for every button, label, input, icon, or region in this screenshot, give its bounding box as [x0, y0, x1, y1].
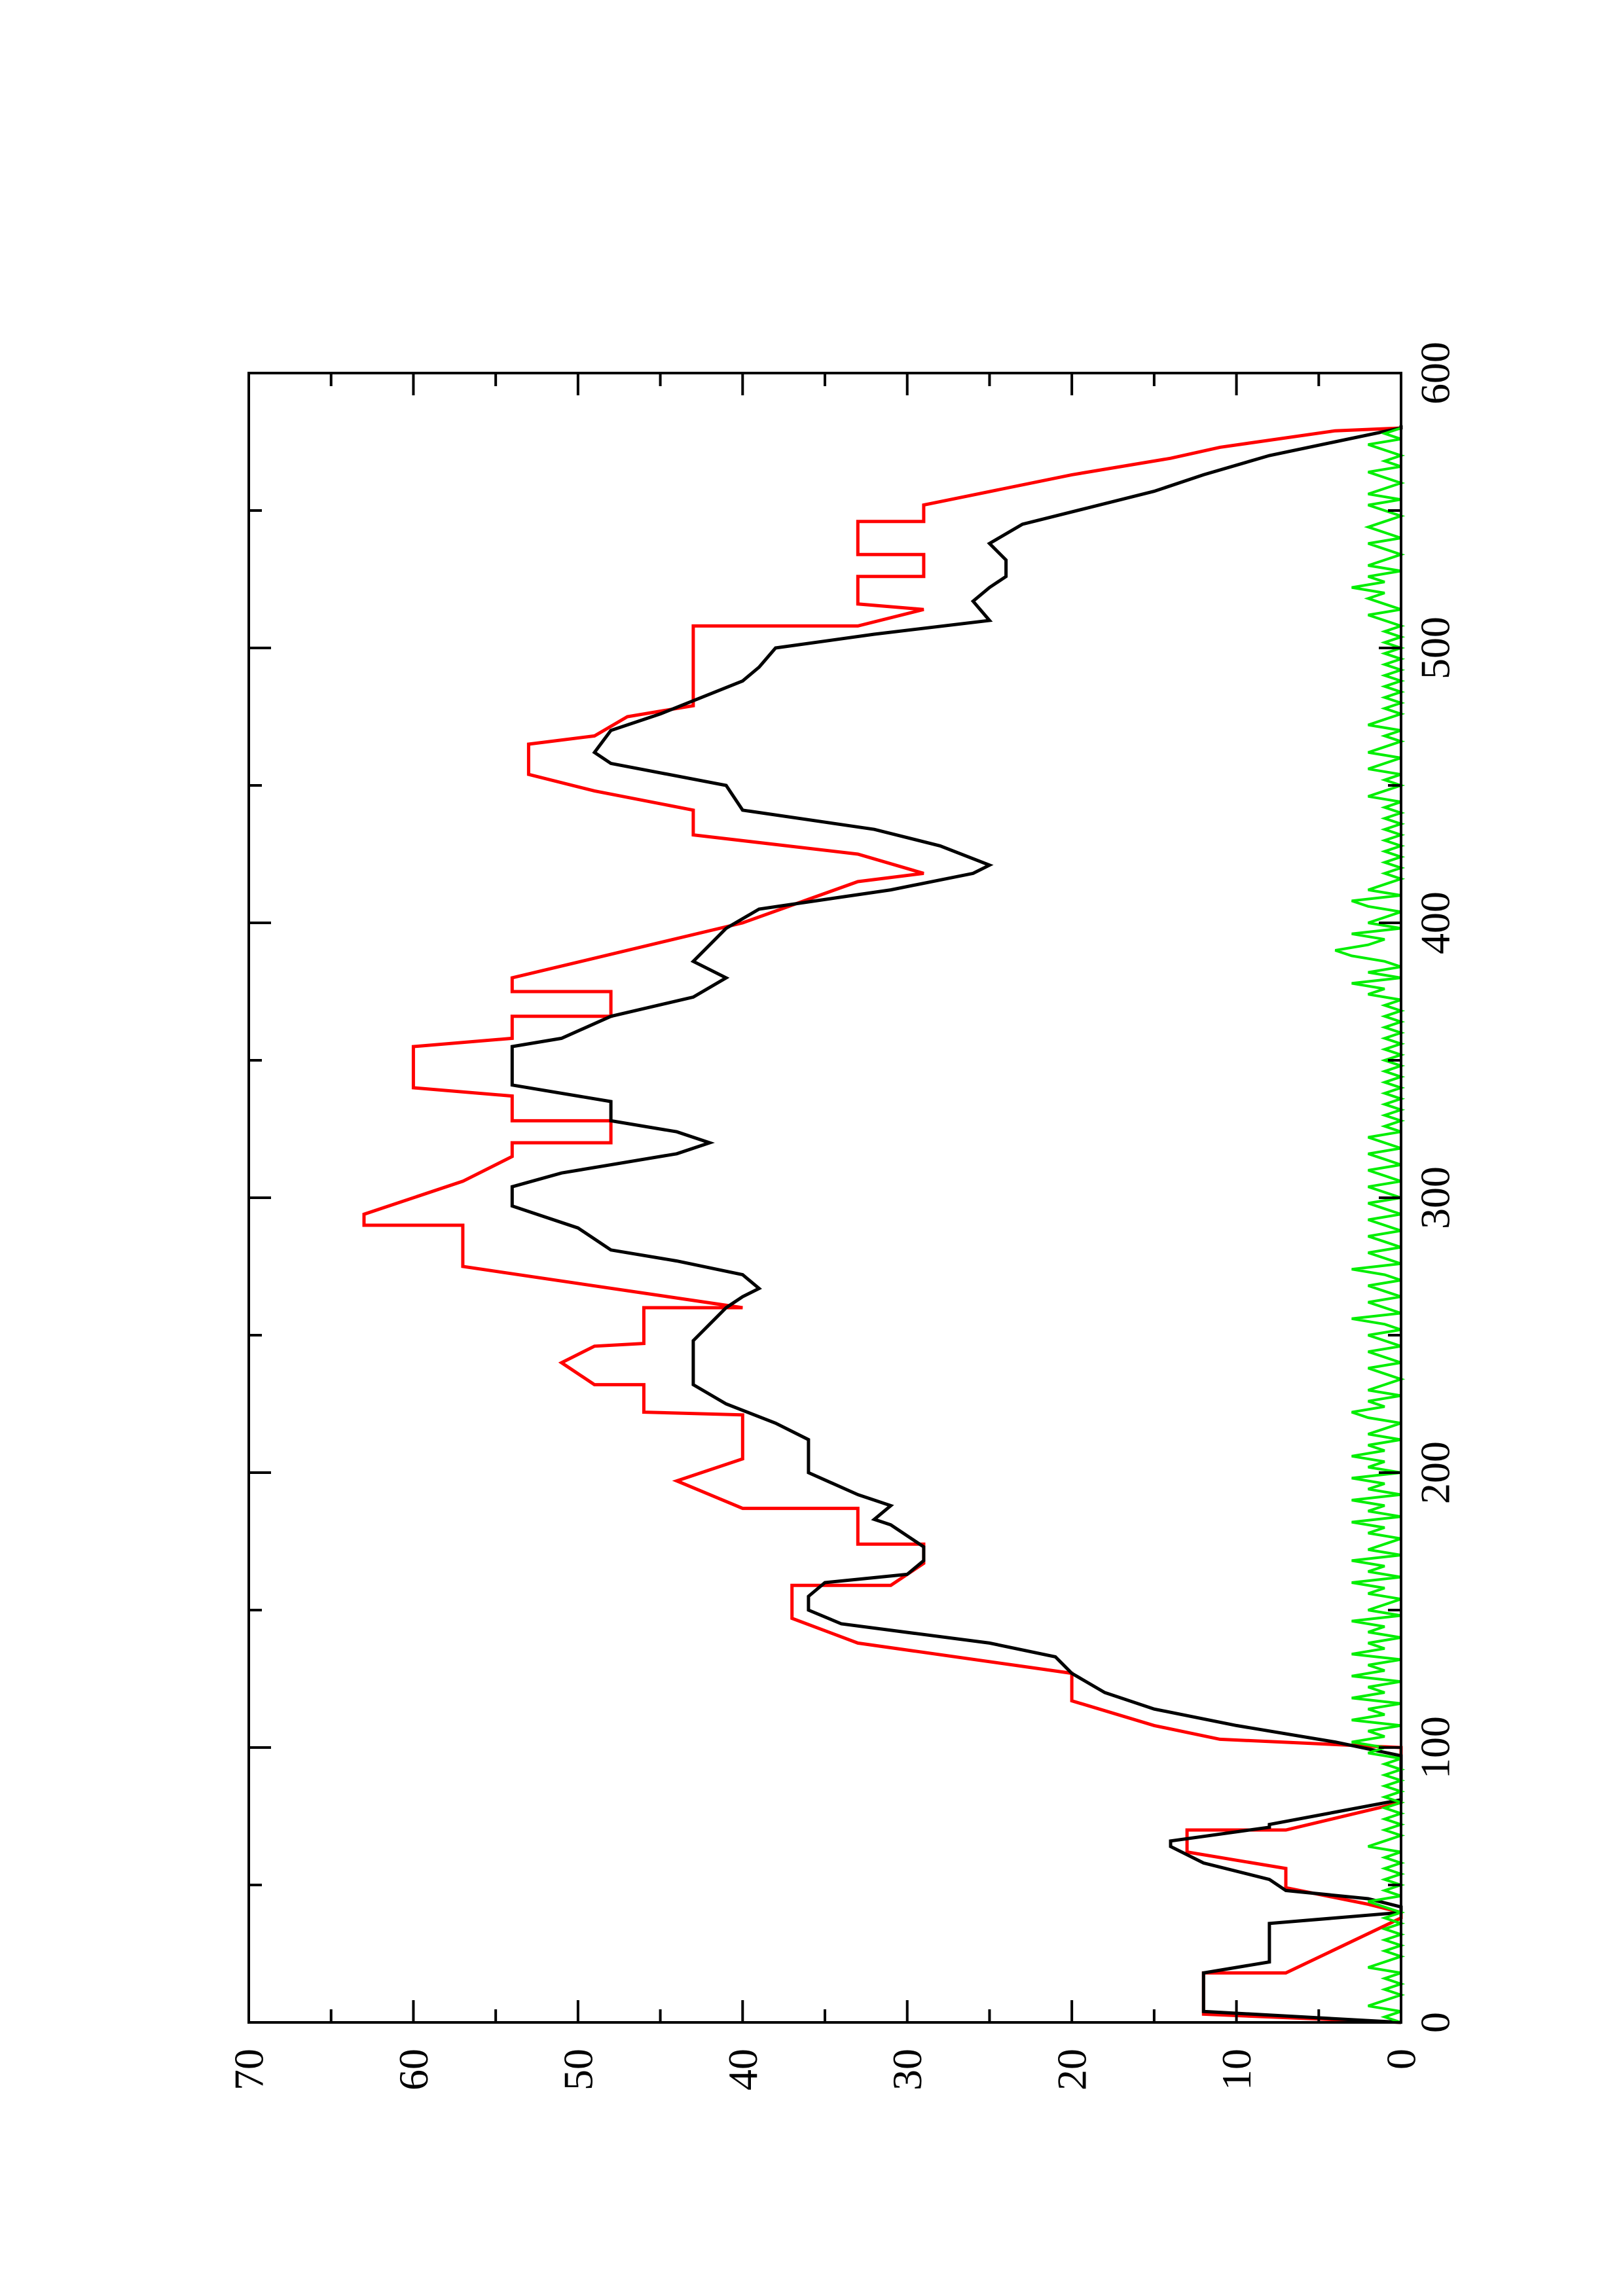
y-tick-label: 50	[555, 2049, 601, 2090]
x-tick-label: 600	[1412, 342, 1459, 404]
y-tick-label: 30	[884, 2049, 930, 2090]
x-tick-label: 500	[1412, 617, 1459, 679]
plot-frame	[247, 372, 1402, 2024]
x-tick-label: 100	[1412, 1716, 1459, 1779]
x-tick-label: 200	[1412, 1441, 1459, 1504]
x-tick-label: 0	[1412, 2012, 1459, 2033]
y-tick-label: 70	[226, 2049, 272, 2090]
labels-layer: 0 100 200 300 400 500 600 0 10 20 30 40 50 60 70	[226, 342, 1459, 2090]
x-tick-label: 400	[1412, 891, 1459, 954]
series-line-3	[1334, 427, 1406, 2024]
y-tick-label: 0	[1378, 2049, 1425, 2070]
ticks-layer	[247, 372, 1402, 2024]
x-tick-label: 300	[1412, 1166, 1459, 1229]
y-tick-label: 20	[1049, 2049, 1095, 2090]
y-tick-label: 10	[1213, 2049, 1260, 2090]
y-tick-label: 40	[720, 2049, 766, 2090]
y-tick-label: 60	[390, 2049, 437, 2090]
